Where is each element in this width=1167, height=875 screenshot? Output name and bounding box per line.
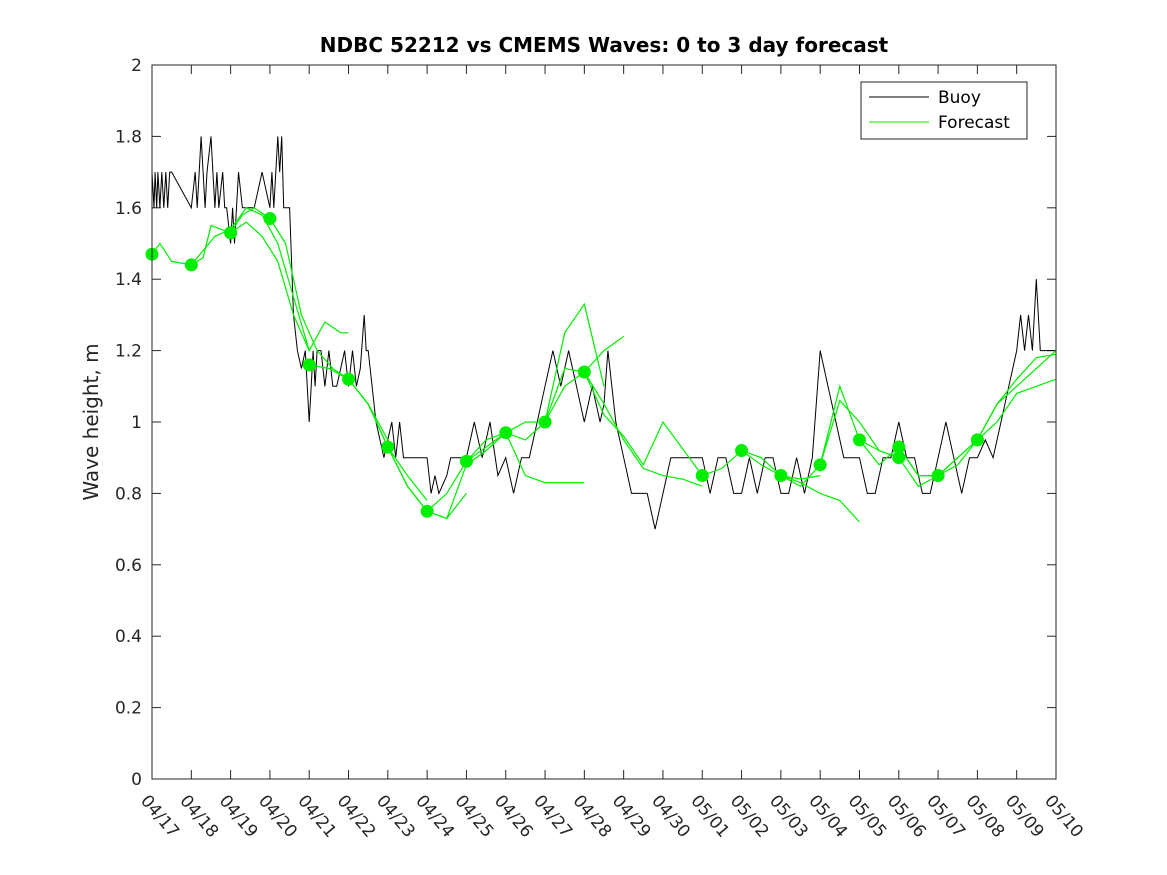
chart-title: NDBC 52212 vs CMEMS Waves: 0 to 3 day fo… — [320, 33, 889, 57]
forecast-marker — [852, 433, 866, 447]
forecast-run-line — [426, 431, 585, 512]
y-tick-label: 1.8 — [115, 127, 142, 147]
forecast-run-line — [544, 371, 703, 487]
forecast-run-line — [702, 449, 821, 480]
forecast-run-line — [190, 207, 310, 351]
forecast-marker — [420, 504, 434, 518]
forecast-marker — [342, 372, 356, 386]
forecast-marker — [735, 444, 749, 458]
y-tick-label: 1 — [131, 413, 142, 433]
y-tick-label: 1.2 — [115, 342, 142, 362]
legend: Buoy Forecast — [860, 81, 1028, 140]
forecast-run-line — [741, 450, 860, 523]
axis-ticks — [151, 64, 1057, 780]
y-tick-label: 1.4 — [115, 270, 142, 290]
forecast-marker — [695, 469, 709, 483]
forecast-marker — [577, 365, 591, 379]
forecast-marker — [224, 226, 238, 240]
forecast-marker — [931, 469, 945, 483]
forecast-marker — [774, 469, 788, 483]
forecast-run-line — [937, 350, 1057, 477]
forecast-marker — [184, 258, 198, 272]
forecast-marker — [538, 415, 552, 429]
forecast-marker — [813, 458, 827, 472]
forecast-marker — [892, 440, 906, 454]
plot-area — [152, 65, 1056, 779]
forecast-marker — [381, 440, 395, 454]
forecast-run-line — [859, 439, 978, 488]
forecast-markers — [145, 212, 984, 518]
legend-forecast-label: Forecast — [938, 113, 1010, 133]
forecast-run-line — [151, 207, 271, 266]
forecast-marker — [499, 426, 513, 440]
forecast-marker — [459, 454, 473, 468]
y-axis-label: Wave height, m — [79, 343, 103, 500]
legend-buoy-label: Buoy — [938, 88, 981, 108]
y-tick-label: 1.6 — [115, 199, 142, 219]
y-tick-label: 0.6 — [115, 556, 142, 576]
forecast-run-line — [505, 335, 625, 434]
plot-frame — [151, 64, 1057, 780]
y-tick-label: 0.4 — [115, 627, 142, 647]
forecast-run-line — [583, 371, 703, 476]
forecast-run-line — [230, 221, 349, 352]
forecast-run-line — [387, 432, 507, 520]
y-tick-label: 0.2 — [115, 699, 142, 719]
y-tick-label: 0.8 — [115, 484, 142, 504]
forecast-marker — [970, 433, 984, 447]
forecast-marker — [263, 212, 277, 226]
y-tick-label: 0 — [131, 770, 142, 790]
y-tick-labels: 0 0.2 0.4 0.6 0.8 1 1.2 1.4 1.6 1.8 2 — [115, 56, 142, 790]
legend-box — [860, 81, 1028, 140]
forecast-marker — [892, 451, 906, 465]
plot-series — [145, 136, 1057, 530]
y-tick-label: 2 — [131, 56, 142, 76]
forecast-run-line — [976, 378, 1057, 441]
forecast-marker — [302, 358, 316, 372]
forecast-run-line — [466, 302, 605, 462]
